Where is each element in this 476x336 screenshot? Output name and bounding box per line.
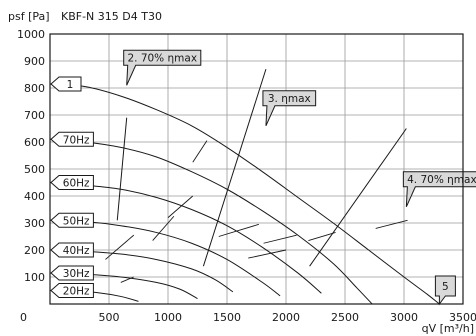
label-5: 5	[442, 281, 449, 293]
x-tick-label: 500	[99, 311, 120, 324]
axis-ticks: 0 500 1000 1500 2000 2500 3000 3500100200300400…	[17, 28, 476, 324]
system-line	[263, 234, 297, 244]
label-30hz: 30Hz	[63, 268, 90, 280]
system-line	[167, 195, 194, 218]
x-tick-label: 2000	[272, 311, 300, 324]
system-line	[248, 249, 287, 259]
system-line	[152, 215, 175, 241]
x-tick-label: 0	[20, 311, 27, 324]
label-3-max-box	[262, 90, 317, 127]
x-tick-label: 1500	[213, 311, 241, 324]
chart-title: KBF-N 315 D4 T30	[61, 10, 162, 23]
curve-60hz	[49, 182, 322, 294]
curve-labels: 1 2. 70% ηmax 3. ηmax 4. 70% ηmax 5 70Hz 60Hz 5…	[50, 49, 476, 306]
label-5-box	[434, 275, 456, 306]
label-50hz: 50Hz	[63, 215, 90, 227]
x-tick-label: 1000	[154, 311, 182, 324]
y-tick-label: 400	[24, 190, 45, 203]
label-40hz-box	[50, 242, 94, 258]
label-3-max: 3. ηmax	[268, 93, 311, 105]
label-4-70-max-box	[402, 171, 476, 208]
system-line	[192, 140, 208, 163]
y-tick-label: 600	[24, 136, 45, 149]
label-60hz-box	[50, 175, 94, 190]
label-1-box	[50, 76, 82, 92]
y-tick-label: 800	[24, 82, 45, 95]
label-20hz: 20Hz	[63, 286, 90, 298]
label-2-70-max: 2. 70% ηmax	[127, 52, 197, 64]
label-2-70-max-box	[123, 49, 202, 86]
system-line	[375, 219, 408, 229]
y-tick-label: 1000	[17, 28, 45, 41]
system-line	[218, 223, 259, 237]
x-tick-label: 2500	[331, 311, 359, 324]
y-tick-label: 900	[24, 55, 45, 68]
y-tick-label: 100	[24, 271, 45, 284]
curves	[49, 68, 440, 305]
label-40hz: 40Hz	[63, 245, 90, 257]
plot-frame	[49, 33, 464, 305]
y-tick-label: 500	[24, 163, 45, 176]
y-axis-label: psf [Pa]	[8, 10, 50, 23]
grid	[49, 33, 464, 304]
system-line	[120, 276, 134, 283]
label-50hz-box	[50, 212, 94, 228]
label-70hz: 70Hz	[63, 134, 90, 146]
label-4-70-max: 4. 70% ηmax	[407, 174, 476, 186]
y-tick-label: 300	[24, 217, 45, 230]
x-tick-label: 3500	[449, 311, 476, 324]
curve-1	[49, 83, 440, 305]
y-tick-label: 200	[24, 244, 45, 257]
system-line	[308, 232, 336, 241]
curve-4-70-max	[309, 128, 407, 267]
x-axis-label: qV [m³/h]	[422, 322, 474, 335]
system-line	[105, 234, 135, 260]
label-30hz-box	[50, 265, 94, 281]
curve-70hz	[49, 138, 373, 305]
label-1: 1	[67, 79, 74, 91]
y-tick-label: 700	[24, 109, 45, 122]
x-tick-label: 3000	[390, 311, 418, 324]
curve-3-max	[202, 68, 267, 267]
label-70hz-box	[50, 131, 94, 147]
curve-2-70-max	[116, 117, 128, 221]
label-20hz-box	[50, 283, 94, 298]
label-60hz: 60Hz	[63, 178, 90, 190]
